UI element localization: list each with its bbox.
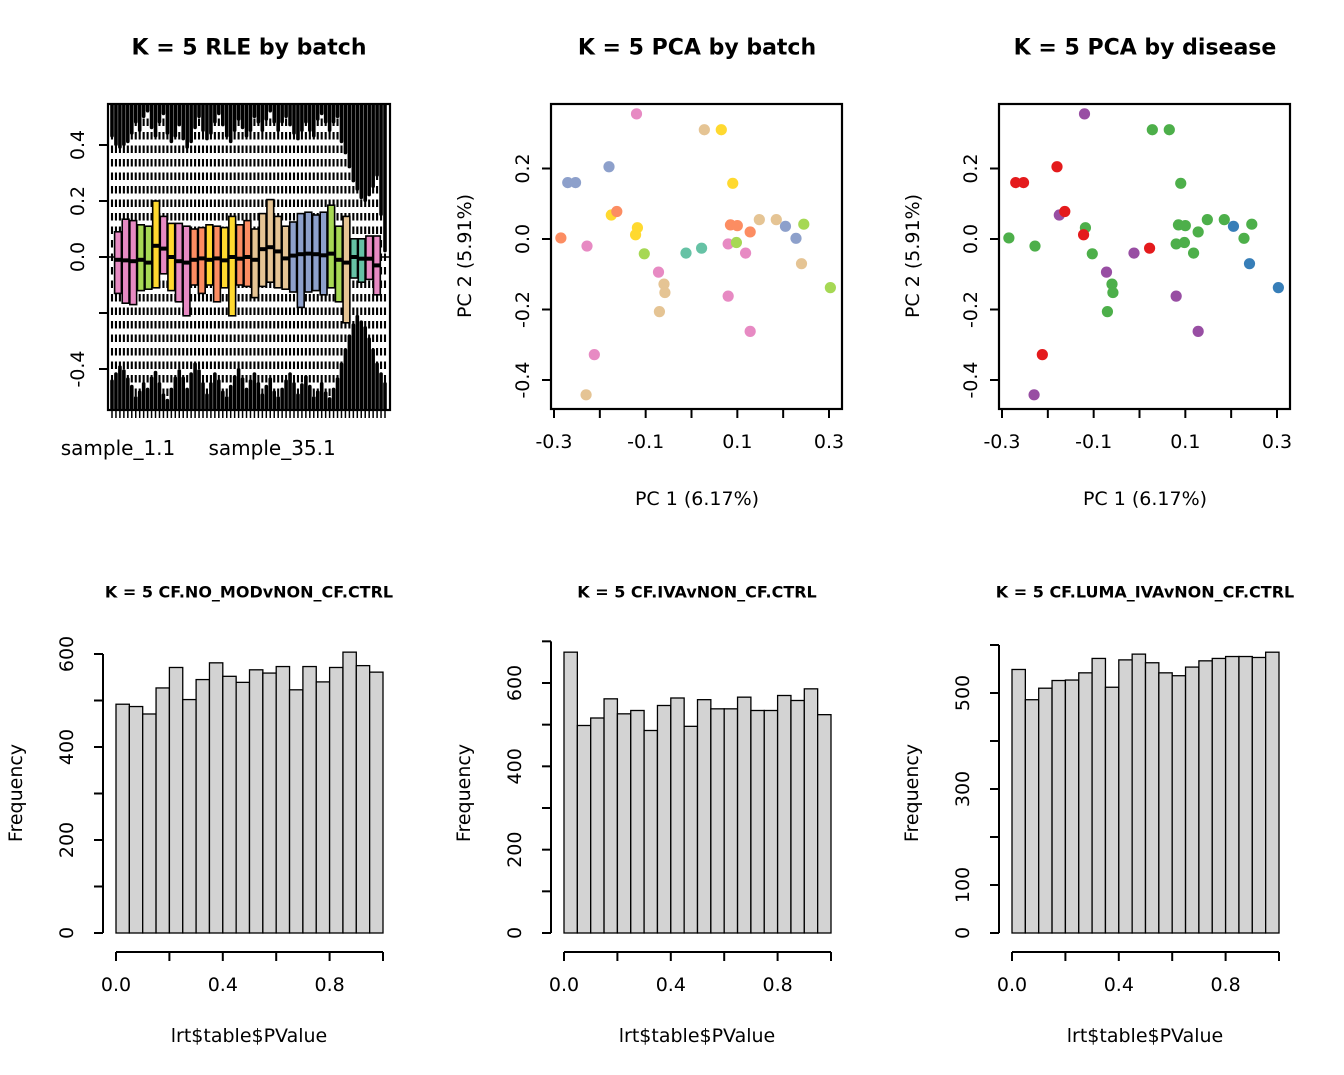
svg-text:-0.4: -0.4 — [67, 350, 89, 387]
svg-text:0.4: 0.4 — [1104, 974, 1134, 996]
panel-hist-luma-iva: K = 5 CF.LUMA_IVAvNON_CF.CTRL Frequency … — [896, 537, 1344, 1075]
x-axis-label: lrt$table$PValue — [618, 1025, 776, 1047]
svg-text:-0.2: -0.2 — [512, 291, 534, 328]
panel-title: K = 5 RLE by batch — [131, 35, 367, 61]
y-axis-label: Frequency — [453, 743, 475, 843]
svg-text:0.4: 0.4 — [656, 974, 686, 996]
svg-text:0.4: 0.4 — [67, 130, 89, 160]
y-axis-label: Frequency — [901, 743, 923, 843]
svg-text:0.3: 0.3 — [1262, 431, 1292, 453]
svg-text:400: 400 — [56, 729, 78, 765]
svg-text:-0.1: -0.1 — [1075, 431, 1112, 453]
svg-text:0: 0 — [504, 927, 526, 939]
svg-text:200: 200 — [504, 832, 526, 868]
svg-text:0.1: 0.1 — [722, 431, 752, 453]
svg-text:600: 600 — [504, 665, 526, 701]
svg-text:0.0: 0.0 — [67, 242, 89, 272]
panel-title: K = 5 PCA by batch — [577, 35, 817, 61]
svg-text:0.8: 0.8 — [1210, 974, 1240, 996]
svg-text:0.3: 0.3 — [814, 431, 844, 453]
svg-text:0.0: 0.0 — [997, 974, 1027, 996]
svg-text:0.2: 0.2 — [512, 153, 534, 183]
svg-text:-0.3: -0.3 — [983, 431, 1020, 453]
svg-text:600: 600 — [56, 636, 78, 672]
svg-text:0.0: 0.0 — [101, 974, 131, 996]
pvalue-histogram-canvas: 0 200 400 600 0.0 0.4 0.8 — [504, 640, 832, 996]
pvalue-histogram-canvas: 0 100 300 500 0.0 0.4 0.8 — [952, 644, 1280, 996]
svg-text:0.8: 0.8 — [762, 974, 792, 996]
panel-rle-by-batch: K = 5 RLE by batch 0.4 0.2 0.0 -0.4 sample_1… — [0, 0, 448, 537]
svg-text:sample_1.1: sample_1.1 — [61, 436, 176, 460]
svg-text:200: 200 — [56, 822, 78, 858]
svg-text:0.4: 0.4 — [208, 974, 238, 996]
pca-disease-scatter-canvas: -0.3 -0.1 0.1 0.3 0.2 0.0 -0.2 -0.4 — [960, 102, 1292, 453]
svg-text:0.2: 0.2 — [67, 186, 89, 216]
panel-pca-by-batch: K = 5 PCA by batch PC 2 (5.91%) PC 1 (6.… — [448, 0, 896, 537]
svg-text:100: 100 — [952, 867, 974, 903]
panel-title: K = 5 CF.NO_MODvNON_CF.CTRL — [104, 582, 394, 602]
pvalue-histogram-canvas: 0 200 400 600 0.0 0.4 0.8 — [56, 636, 384, 996]
svg-text:400: 400 — [504, 748, 526, 784]
panel-title: K = 5 PCA by disease — [1013, 35, 1277, 61]
svg-text:-0.3: -0.3 — [535, 431, 572, 453]
panel-title: K = 5 CF.IVAvNON_CF.CTRL — [577, 582, 817, 602]
x-axis-label: PC 1 (6.17%) — [634, 488, 760, 510]
svg-text:-0.1: -0.1 — [627, 431, 664, 453]
svg-text:0.0: 0.0 — [512, 224, 534, 254]
svg-text:0.0: 0.0 — [549, 974, 579, 996]
panel-title: K = 5 CF.LUMA_IVAvNON_CF.CTRL — [995, 582, 1295, 602]
y-axis-label: PC 2 (5.91%) — [902, 193, 924, 319]
svg-text:0.2: 0.2 — [960, 153, 982, 183]
y-axis-label: Frequency — [5, 743, 27, 843]
svg-text:0.1: 0.1 — [1170, 431, 1200, 453]
pca-batch-scatter-canvas: -0.3 -0.1 0.1 0.3 0.2 0.0 -0.2 -0.4 — [512, 102, 844, 453]
rle-boxplot-canvas: 0.4 0.2 0.0 -0.4 sample_1.1 sample_35.1 — [61, 102, 392, 460]
svg-text:0: 0 — [56, 927, 78, 939]
svg-text:0.8: 0.8 — [314, 974, 344, 996]
y-axis-label: PC 2 (5.91%) — [454, 193, 476, 319]
svg-text:sample_35.1: sample_35.1 — [208, 436, 335, 460]
svg-text:0: 0 — [952, 927, 974, 939]
x-axis-label: lrt$table$PValue — [1066, 1025, 1224, 1047]
svg-text:-0.2: -0.2 — [960, 291, 982, 328]
x-axis-label: PC 1 (6.17%) — [1082, 488, 1208, 510]
panel-hist-iva: K = 5 CF.IVAvNON_CF.CTRL Frequency lrt$t… — [448, 537, 896, 1075]
svg-text:0.0: 0.0 — [960, 224, 982, 254]
svg-text:-0.4: -0.4 — [512, 361, 534, 398]
panel-hist-no-mod: K = 5 CF.NO_MODvNON_CF.CTRL Frequency lr… — [0, 537, 448, 1075]
x-axis-label: lrt$table$PValue — [170, 1025, 328, 1047]
svg-text:300: 300 — [952, 771, 974, 807]
svg-text:-0.4: -0.4 — [960, 361, 982, 398]
panel-pca-by-disease: K = 5 PCA by disease PC 2 (5.91%) PC 1 (… — [896, 0, 1344, 537]
svg-text:500: 500 — [952, 675, 974, 711]
